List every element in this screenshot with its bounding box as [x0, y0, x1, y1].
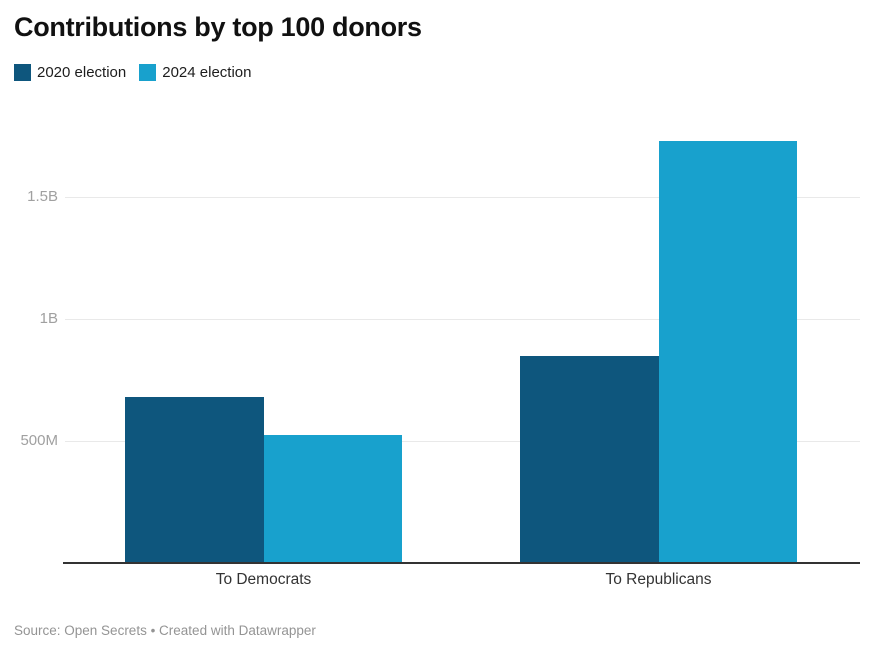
legend-label: 2024 election — [162, 64, 252, 81]
x-category-label-1: To Democrats — [215, 571, 312, 588]
legend-swatch-icon — [139, 64, 157, 81]
legend-label: 2020 election — [37, 64, 127, 81]
bar-2020-to-republicans[interactable] — [520, 355, 659, 563]
bar-2024-to-republicans[interactable] — [658, 140, 797, 563]
legend-swatch-icon — [14, 64, 31, 81]
y-tick-label-1B: 1B — [39, 310, 58, 327]
legend: 2020 election 2024 election — [14, 64, 252, 81]
legend-item-2024: 2024 election — [139, 64, 252, 81]
bar-2020-to-democrats[interactable] — [125, 397, 264, 563]
legend-item-2020: 2020 election — [14, 64, 126, 81]
chart-title: Contributions by top 100 donors — [14, 12, 422, 42]
gridline-1B — [65, 319, 860, 320]
x-category-label-2: To Republicans — [605, 571, 712, 588]
gridline-500M — [65, 441, 860, 442]
bar-2024-to-democrats[interactable] — [263, 434, 402, 563]
gridline-1.5B — [65, 197, 860, 198]
x-axis-baseline — [63, 562, 860, 564]
y-tick-label-1.5B: 1.5B — [27, 188, 58, 205]
source-note: Source: Open Secrets • Created with Data… — [14, 623, 316, 638]
y-tick-label-500M: 500M — [20, 432, 58, 449]
